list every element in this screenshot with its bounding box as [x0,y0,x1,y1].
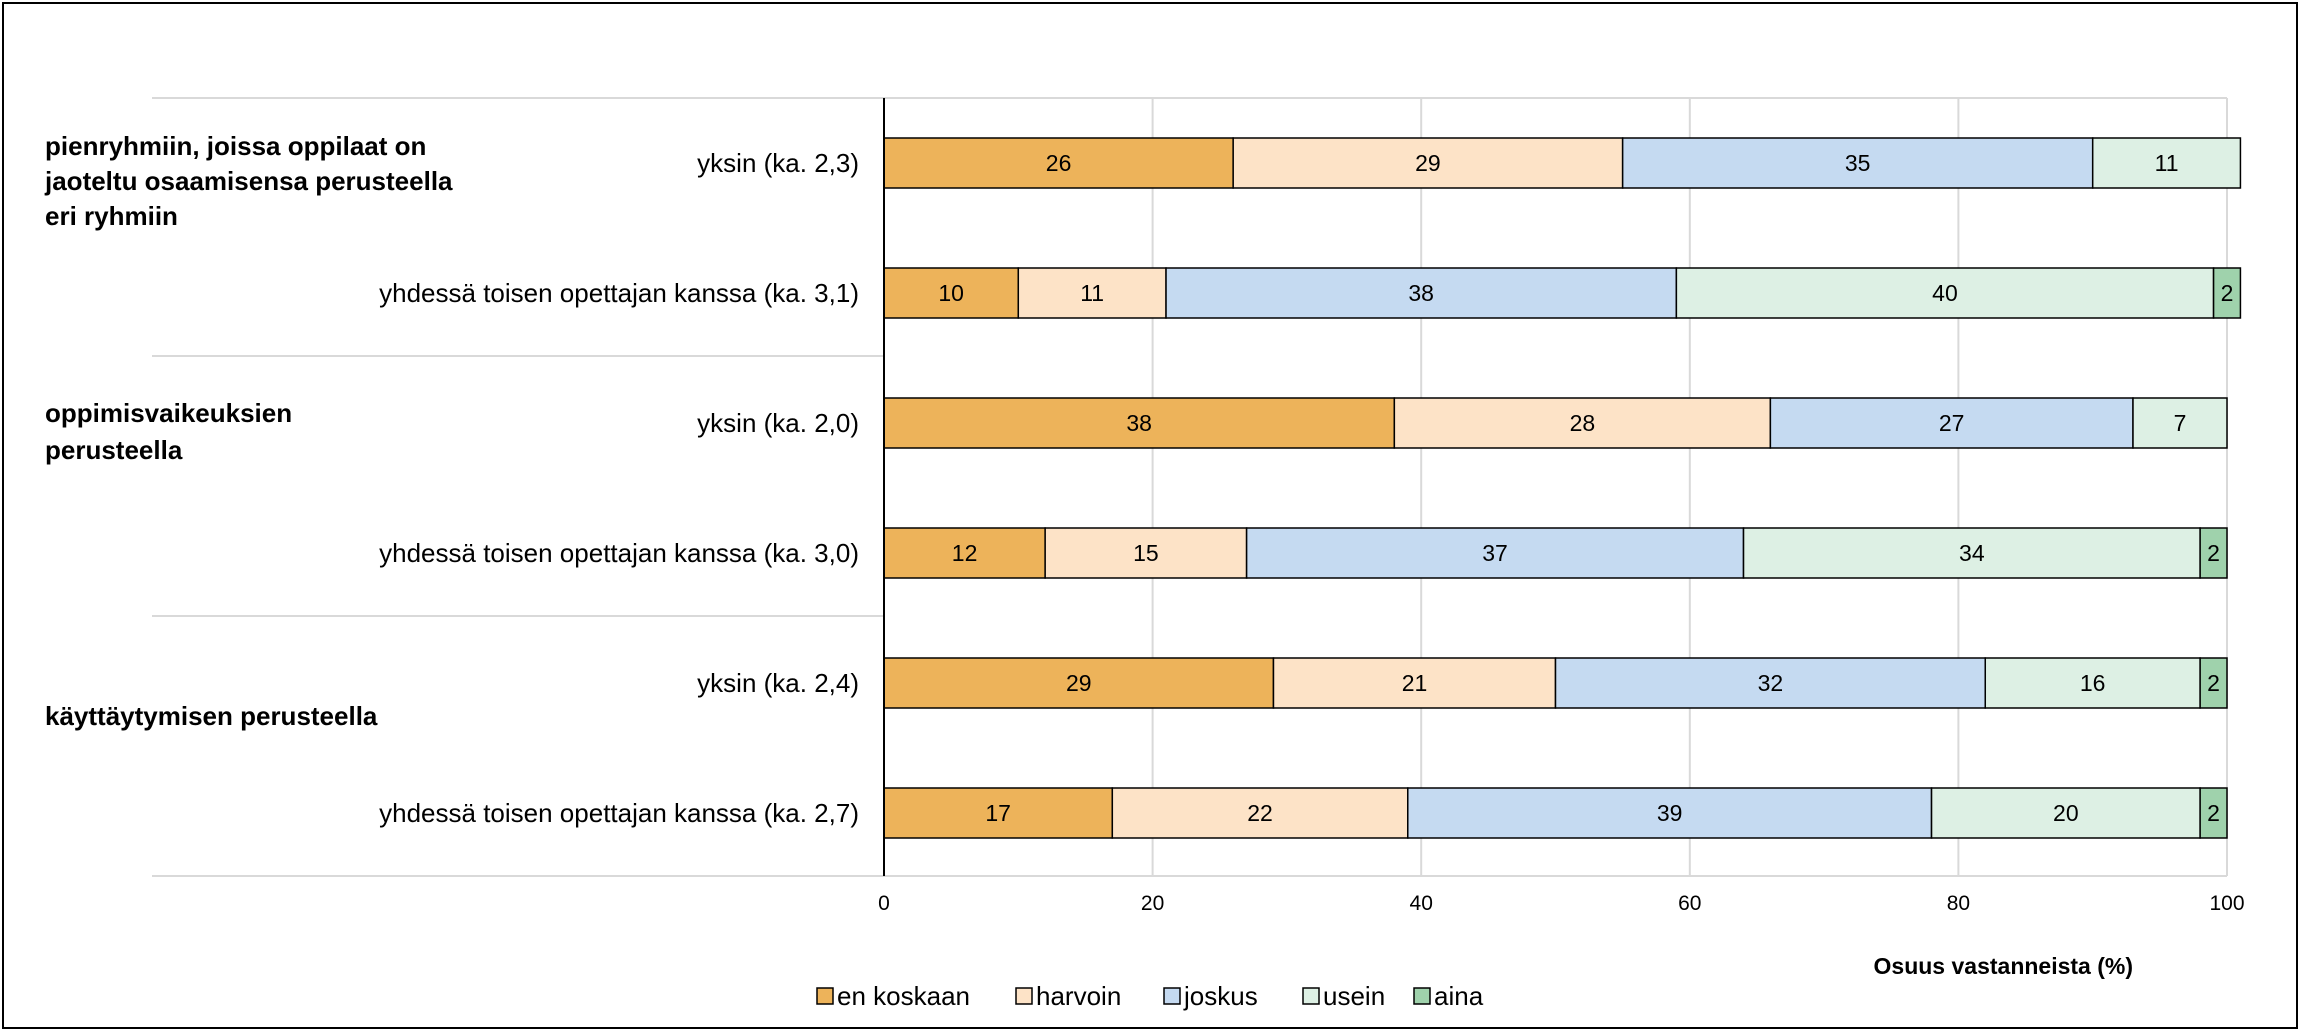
row-label: yksin (ka. 2,3) [697,148,859,178]
legend-swatch [1302,987,1320,1005]
bar-segment [2212,267,2242,319]
labels: 26 29 35 11 yksin (ka. 2,3) 10 11 38 40 2 yhdessä … [44,131,2233,828]
x-axis: 0 20 40 60 80 100 [878,98,2245,915]
x-tick-label: 100 [2209,892,2244,915]
bar-segment [1769,397,2134,449]
legend-label: usein [1323,981,1385,1011]
data-label: 39 [1657,800,1683,826]
group-separators [152,97,2227,877]
data-label: 32 [1758,670,1784,696]
group-label: pienryhmiin, joissa oppilaat on [45,131,426,161]
data-label: 10 [938,280,964,306]
bar-segment [1165,267,1678,319]
group-label: jaoteltu osaamisensa perusteella [44,166,453,196]
bar-segment [2199,527,2228,579]
bar-segment [883,787,1114,839]
group-label: käyttäytymisen perusteella [45,701,378,731]
bar-segment [1930,787,2201,839]
bar-segment [2199,657,2228,709]
bar-segment [2132,397,2228,449]
legend-swatch [1413,987,1431,1005]
data-label: 7 [2174,410,2187,436]
bars [883,137,2242,839]
data-label: 2 [2221,280,2234,306]
bar-segment [1044,527,1248,579]
x-tick-label: 0 [878,892,890,915]
bar-segment [1245,527,1745,579]
legend-swatch [1015,987,1033,1005]
data-label: 17 [985,800,1011,826]
data-label: 21 [1402,670,1428,696]
bar-segment [1621,137,2094,189]
bar-segment [883,267,1020,319]
x-tick-label: 80 [1947,892,1970,915]
legend-label: aina [1434,981,1484,1011]
bar-segment [1675,267,2215,319]
data-label: 20 [2053,800,2079,826]
bar-segment [1017,267,1167,319]
bar-segment [2091,137,2242,189]
bar-segment [1984,657,2201,709]
legend-label: joskus [1183,981,1258,1011]
grid-lines [1151,98,2228,876]
data-label: 2 [2207,540,2220,566]
bar-segment [1272,657,1557,709]
row-label: yksin (ka. 2,4) [697,668,859,698]
data-label: 35 [1845,150,1871,176]
data-label: 12 [952,540,978,566]
bar-segment [1111,787,1409,839]
legend: en koskaan harvoin joskus usein aina [816,981,1484,1011]
bar-segment [1742,527,2201,579]
bar-segment [883,527,1046,579]
data-label: 22 [1247,800,1273,826]
data-label: 15 [1133,540,1159,566]
data-label: 37 [1482,540,1508,566]
bar-segment [2199,787,2228,839]
row-label: yhdessä toisen opettajan kanssa (ka. 2,7… [379,798,859,828]
x-tick-label: 40 [1410,892,1433,915]
data-label: 29 [1066,670,1092,696]
group-label: eri ryhmiin [45,201,178,231]
legend-swatch [1163,987,1181,1005]
data-label: 26 [1046,150,1072,176]
data-label: 16 [2080,670,2106,696]
data-label: 2 [2207,670,2220,696]
data-label: 11 [1080,280,1104,306]
data-label: 34 [1959,540,1985,566]
legend-label: harvoin [1036,981,1121,1011]
x-tick-label: 60 [1678,892,1701,915]
bar-segment [1554,657,1987,709]
x-tick-label: 20 [1141,892,1164,915]
legend-label: en koskaan [837,981,970,1011]
data-label: 40 [1932,280,1958,306]
data-label: 29 [1415,150,1441,176]
bar-segment [1232,137,1624,189]
row-label: yksin (ka. 2,0) [697,408,859,438]
legend-swatch [816,987,834,1005]
data-label: 38 [1126,410,1152,436]
data-label: 11 [2155,150,2179,176]
row-label: yhdessä toisen opettajan kanssa (ka. 3,1… [379,278,859,308]
row-label: yhdessä toisen opettajan kanssa (ka. 3,0… [379,538,859,568]
bar-segment [1407,787,1933,839]
data-label: 38 [1408,280,1434,306]
data-label: 27 [1939,410,1965,436]
group-label: oppimisvaikeuksien [45,398,292,428]
x-axis-title: Osuus vastanneista (%) [1874,953,2133,979]
group-label: perusteella [45,435,183,465]
bar-segment [883,397,1396,449]
data-label: 28 [1570,410,1596,436]
data-label: 2 [2207,800,2220,826]
